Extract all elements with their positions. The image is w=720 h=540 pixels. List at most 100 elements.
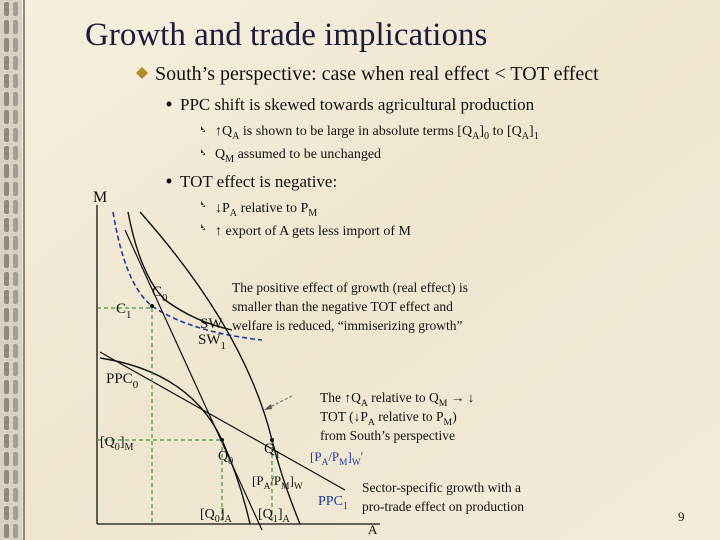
- annotation: The positive effect of growth (real effe…: [232, 280, 468, 295]
- sub-point: ↓PA relative to PM: [215, 201, 317, 219]
- subscript: 0: [115, 442, 120, 453]
- bullet-point: PPC shift is skewed towards agricultural…: [180, 95, 535, 114]
- text-run: pro-trade effect on production: [362, 499, 524, 514]
- indifference-sw1: [112, 211, 263, 341]
- text-run: [P: [252, 473, 264, 488]
- diagram: [96, 205, 380, 531]
- text-run: smaller than the negative TOT effect and: [232, 299, 453, 314]
- text-run: ↑ export of A gets less import of M: [215, 224, 412, 239]
- subscript: M: [281, 482, 290, 492]
- subscript: M: [444, 417, 453, 428]
- text-run: ↑Q: [215, 124, 232, 139]
- subscript: 1: [534, 131, 539, 142]
- text-run: C: [116, 301, 126, 317]
- indifference-sw: [127, 211, 233, 331]
- subscript: W: [352, 458, 361, 468]
- text-run: from South’s perspective: [320, 428, 455, 443]
- diagram-label: A: [368, 522, 378, 537]
- price-line-w: [124, 229, 263, 531]
- heading: South’s perspective: case when real effe…: [155, 63, 599, 85]
- text-run: Q: [264, 441, 275, 457]
- text-run: relative to Q: [368, 390, 439, 405]
- text-run: /P: [328, 449, 339, 464]
- point: [270, 438, 274, 442]
- text-run: C: [152, 284, 162, 300]
- text-run: to [Q: [489, 124, 522, 139]
- subscript: 0: [133, 379, 138, 391]
- point: [220, 438, 224, 442]
- subscript: A: [361, 398, 368, 409]
- text-run: SW: [200, 316, 223, 332]
- subscript: 1: [273, 514, 278, 525]
- ppc0: [99, 357, 251, 525]
- diagram-label: PPC0: [106, 371, 138, 391]
- annotation: Sector-specific growth with a: [362, 480, 521, 495]
- text-run: assumed to be unchanged: [234, 147, 381, 162]
- subscript: 1: [126, 309, 131, 321]
- text-run: → ↓: [447, 390, 474, 405]
- page-number: 9: [678, 509, 685, 524]
- text-run: relative to P: [375, 409, 444, 424]
- diagram-label: [PA/PM]W: [252, 473, 303, 492]
- text-run: SW: [198, 332, 221, 348]
- diagram-label: M: [93, 189, 107, 206]
- annotation: TOT (↓PA relative to PM): [320, 409, 457, 428]
- ppc1: [139, 211, 301, 525]
- price-line-w1: [99, 351, 346, 491]
- guide-lines: [97, 307, 273, 524]
- subscript: A: [322, 458, 329, 468]
- subscript: A: [283, 514, 291, 525]
- text-run: [P: [310, 449, 322, 464]
- text-run: ]: [220, 507, 225, 522]
- subscript: A: [232, 131, 240, 142]
- sub-point: QM assumed to be unchanged: [215, 147, 381, 165]
- text-run: Sector-specific growth with a: [362, 480, 521, 495]
- text-run: welfare is reduced, “immiserizing growth…: [232, 318, 463, 333]
- subscript: A: [472, 131, 480, 142]
- text-run: A: [368, 522, 378, 537]
- subscript: 0: [228, 456, 233, 467]
- text-run: ]: [529, 124, 534, 139]
- subscript: M: [339, 458, 348, 468]
- text-run: [Q: [200, 507, 215, 522]
- subscript: 1: [221, 340, 226, 352]
- diagram-label: [Q1]A: [258, 507, 291, 525]
- text-run: ]: [289, 473, 293, 488]
- subscript: 1: [275, 449, 280, 461]
- text-run: Q: [215, 147, 225, 162]
- annotation: from South’s perspective: [320, 428, 455, 443]
- point: [150, 304, 154, 308]
- text-run: Q: [218, 449, 228, 464]
- sub-point: ↑ export of A gets less import of M: [215, 224, 412, 239]
- subscript: A: [225, 514, 233, 525]
- text-run: The positive effect of growth (real effe…: [232, 280, 468, 295]
- diagram-label: [PA/PM]W': [310, 449, 363, 468]
- subscript: 0: [484, 131, 489, 142]
- text-run: ]: [347, 449, 351, 464]
- subscript: M: [225, 154, 234, 165]
- bullet-point: TOT effect is negative:: [180, 172, 337, 191]
- subscript: A: [264, 482, 271, 492]
- text-run: TOT (↓P: [320, 409, 368, 424]
- subscript: A: [522, 131, 530, 142]
- diagram-label: SW1: [198, 332, 226, 352]
- bullet: [166, 178, 172, 184]
- text-run: ': [361, 449, 363, 464]
- annotation: The ↑QA relative to QM → ↓: [320, 390, 474, 409]
- shift-arrow: [267, 395, 293, 409]
- annotation: smaller than the negative TOT effect and: [232, 299, 453, 314]
- subscript: W: [294, 482, 303, 492]
- diagram-label: Q0: [218, 449, 233, 467]
- text-run: M: [93, 189, 107, 206]
- text-run: PPC: [318, 494, 343, 509]
- subscript: M: [439, 398, 448, 409]
- diagram-label: PPC1: [318, 494, 348, 512]
- sub-point: ↑QA is shown to be large in absolute ter…: [215, 124, 539, 142]
- annotation: pro-trade effect on production: [362, 499, 524, 514]
- text-run: /P: [270, 473, 281, 488]
- text-run: is shown to be large in absolute terms […: [239, 124, 472, 139]
- subscript: 0: [215, 514, 220, 525]
- subscript: A: [230, 208, 238, 219]
- left-border: [0, 0, 22, 540]
